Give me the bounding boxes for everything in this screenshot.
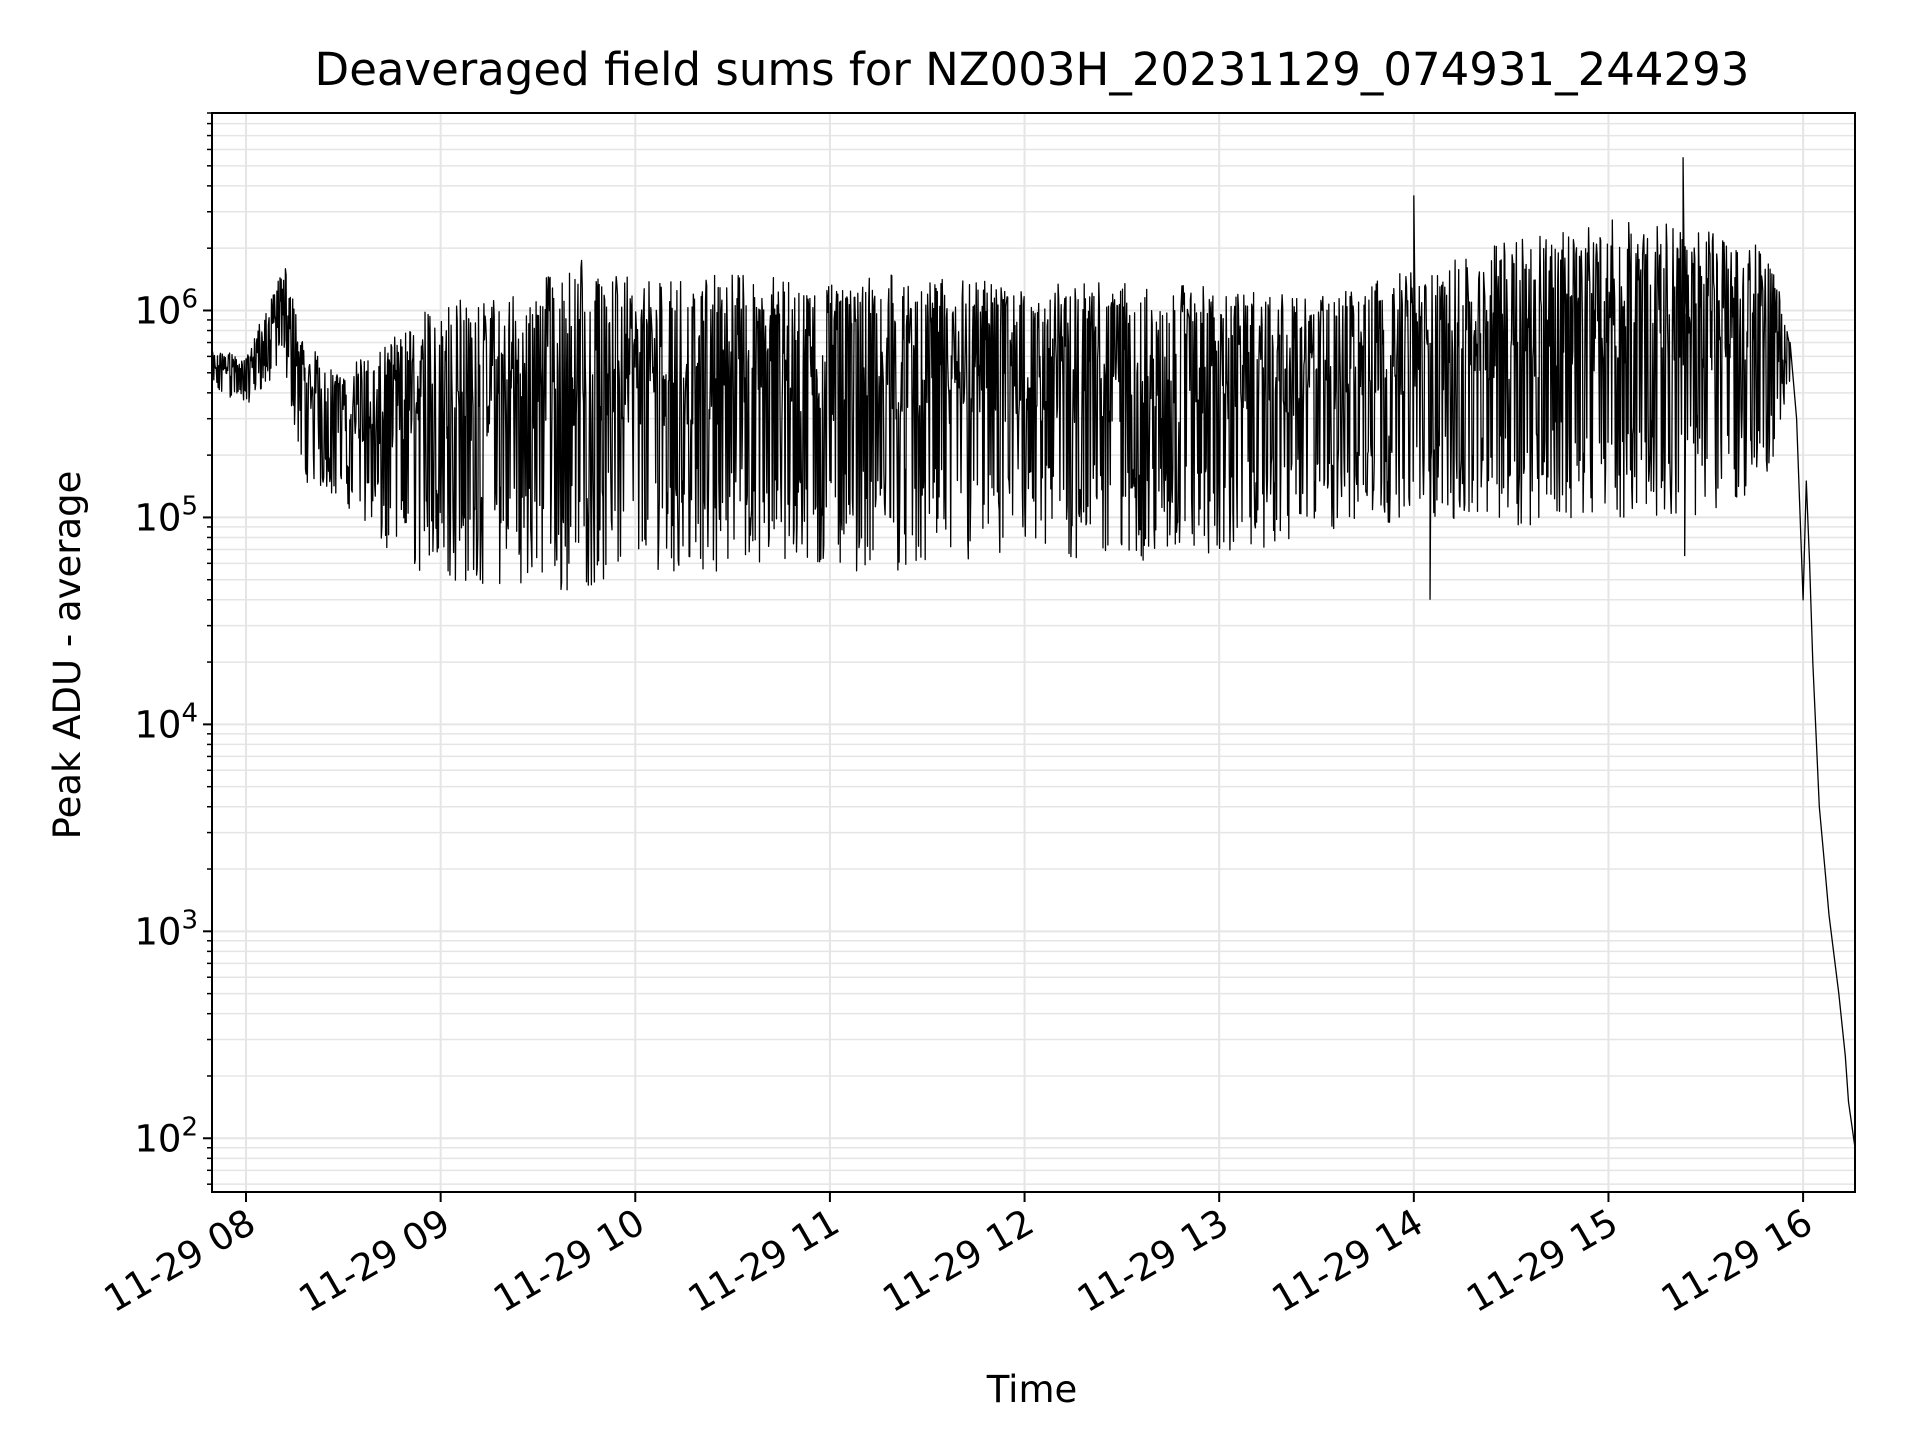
y-tick-label: 104	[134, 698, 198, 746]
chart-title: Deaveraged field sums for NZ003H_2023112…	[315, 43, 1750, 96]
series	[211, 157, 1856, 1148]
y-tick-label: 103	[134, 905, 198, 953]
spike	[1682, 157, 1686, 314]
grid	[212, 112, 1855, 1192]
series-line	[211, 219, 1856, 1148]
y-axis: 102 103 104 105 106	[134, 112, 212, 1185]
y-tick-label: 105	[134, 491, 198, 539]
y-tick-label: 102	[134, 1112, 198, 1160]
spike	[1413, 195, 1416, 343]
y-tick-label: 106	[134, 284, 198, 332]
spike	[1684, 313, 1687, 557]
x-axis-label: Time	[986, 1368, 1078, 1411]
spike	[1429, 342, 1433, 600]
y-axis-label: Peak ADU - average	[46, 471, 89, 840]
plot-frame	[211, 112, 1856, 1193]
